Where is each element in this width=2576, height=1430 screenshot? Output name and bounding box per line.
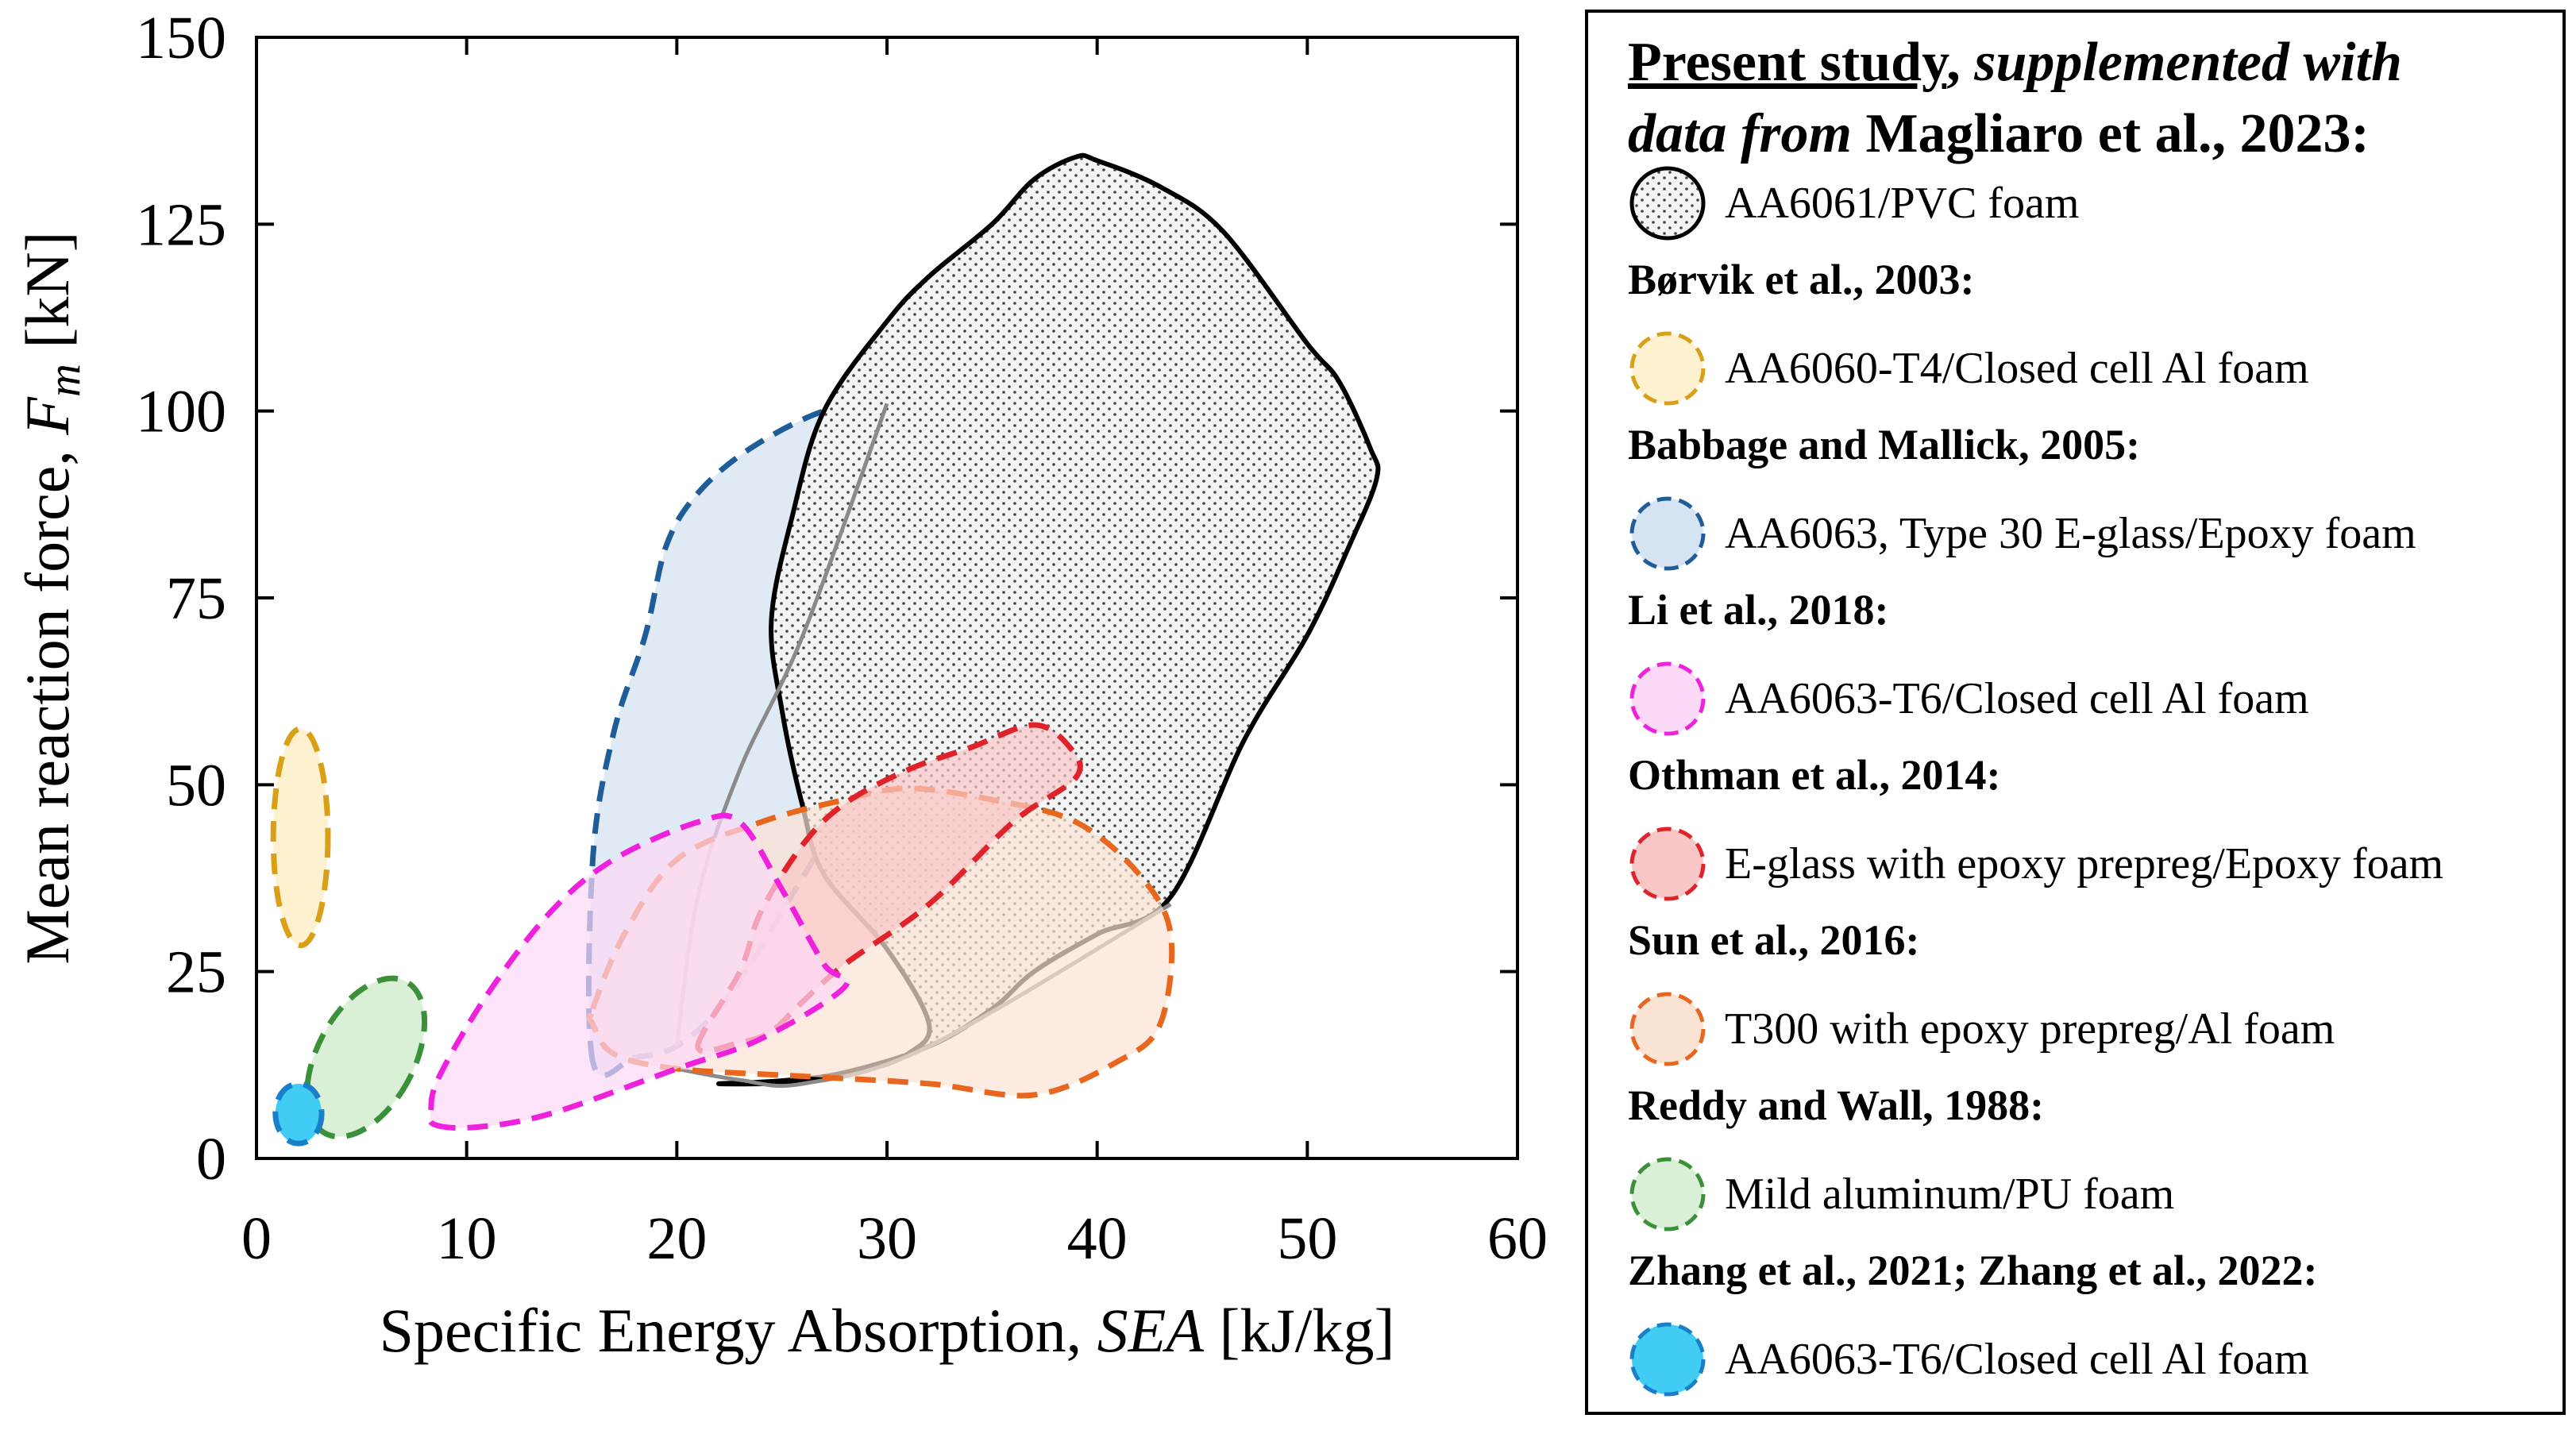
legend-item-1: AA6060-T4/Closed cell Al foam [1628, 329, 2541, 408]
x-axis-label-prefix: Specific Energy Absorption, [380, 1296, 1097, 1365]
legend-label-5: T300 with epoxy prepreg/Al foam [1725, 1004, 2335, 1054]
x-tick-label-10: 10 [437, 1205, 497, 1272]
y-tick-label-75: 75 [166, 565, 226, 632]
x-tick-label-60: 60 [1487, 1205, 1548, 1272]
y-tick-label-125: 125 [136, 191, 226, 258]
legend-swatch-1 [1629, 331, 1706, 406]
y-axis-label-unit: [kN] [13, 231, 82, 364]
legend-heading-4: Othman et al., 2014: [1628, 751, 2001, 799]
x-tick-label-30: 30 [857, 1205, 917, 1272]
x-axis-label-unit: [kJ/kg] [1204, 1296, 1394, 1365]
region-aa6063-t6-closed-cell-al-foam-7 [272, 1081, 325, 1147]
legend: Present study, supplemented with data fr… [1585, 10, 2566, 1415]
axis-tick-labels: 0 10 20 30 40 50 60 0 25 50 75 100 125 150 [136, 5, 1548, 1272]
y-tick-label-0: 0 [196, 1126, 226, 1193]
legend-swatch-3 [1629, 661, 1706, 736]
legend-label-7: AA6063-T6/Closed cell Al foam [1725, 1335, 2309, 1384]
y-axis-label: Mean reaction force, Fm [kN] [13, 231, 90, 964]
legend-item-7: AA6063-T6/Closed cell Al foam [1628, 1320, 2541, 1399]
legend-label-1: AA6060-T4/Closed cell Al foam [1725, 344, 2309, 393]
legend-swatch-4 [1629, 827, 1706, 901]
x-tick-label-40: 40 [1067, 1205, 1128, 1272]
region-aa6063-t6-closed-cell-al-foam-3 [426, 812, 851, 1131]
x-tick-label-20: 20 [646, 1205, 707, 1272]
legend-swatch-6 [1629, 1157, 1706, 1231]
legend-heading-1: Børvik et al., 2003: [1628, 256, 1975, 303]
legend-label-4: E-glass with epoxy prepreg/Epoxy foam [1725, 839, 2444, 888]
legend-item-6: Mild aluminum/PU foam [1628, 1154, 2541, 1234]
region-mild-aluminum-pu-foam-6 [304, 975, 428, 1140]
legend-label-2: AA6063, Type 30 E-glass/Epoxy foam [1725, 509, 2416, 558]
legend-heading-6: Reddy and Wall, 1988: [1628, 1081, 2045, 1129]
legend-title-rest: Magliaro et al., 2023: [1851, 103, 2370, 164]
y-axis-label-var: F [13, 396, 82, 436]
x-tick-label-50: 50 [1277, 1205, 1337, 1272]
y-axis-label-sub: m [38, 364, 90, 397]
legend-item-0: AA6061/PVC foam [1628, 164, 2541, 243]
y-tick-label-50: 50 [166, 752, 226, 819]
legend-title-line2: data from Magliaro et al., 2023: [1628, 98, 2402, 170]
legend-item-5: T300 with epoxy prepreg/Al foam [1628, 989, 2541, 1069]
legend-title-line1: Present study, supplemented with [1628, 27, 2402, 98]
legend-item-2: AA6063, Type 30 E-glass/Epoxy foam [1628, 494, 2541, 573]
y-tick-label-150: 150 [136, 5, 226, 71]
region-aa6060-t4-closed-cell-al-foam-1 [270, 726, 331, 949]
legend-label-0: AA6061/PVC foam [1725, 179, 2080, 228]
x-axis-label-var: SEA [1097, 1296, 1205, 1365]
legend-title-sep: , [1946, 32, 1975, 93]
legend-title-study: Present study [1628, 32, 1947, 93]
y-tick-label-100: 100 [136, 379, 226, 445]
legend-heading-7: Zhang et al., 2021; Zhang et al., 2022: [1628, 1247, 2318, 1294]
legend-swatch-0 [1629, 166, 1706, 241]
legend-title-italic1: supplemented with [1974, 32, 2402, 93]
legend-label-6: Mild aluminum/PU foam [1725, 1170, 2175, 1219]
legend-swatch-2 [1629, 496, 1706, 571]
y-axis-label-prefix: Mean reaction force, [13, 435, 82, 965]
legend-item-3: AA6063-T6/Closed cell Al foam [1628, 659, 2541, 738]
legend-title: Present study, supplemented with data fr… [1628, 27, 2402, 170]
legend-heading-2: Babbage and Mallick, 2005: [1628, 421, 2141, 468]
x-tick-label-0: 0 [241, 1205, 272, 1272]
legend-heading-5: Sun et al., 2016: [1628, 916, 1920, 964]
legend-swatch-7 [1629, 1322, 1706, 1397]
chart-svg: 0 10 20 30 40 50 60 0 25 50 75 100 125 150 Specific E… [13, 5, 1548, 1365]
axis-ticks [255, 36, 1519, 1160]
chart-regions [270, 152, 1381, 1147]
y-tick-label-25: 25 [166, 939, 226, 1006]
legend-item-4: E-glass with epoxy prepreg/Epoxy foam [1628, 824, 2541, 904]
x-axis-label: Specific Energy Absorption, SEA [kJ/kg] [380, 1296, 1395, 1365]
legend-label-3: AA6063-T6/Closed cell Al foam [1725, 674, 2309, 723]
legend-swatch-5 [1629, 992, 1706, 1066]
legend-heading-3: Li et al., 2018: [1628, 586, 1889, 634]
legend-title-italic2: data from [1628, 103, 1852, 164]
